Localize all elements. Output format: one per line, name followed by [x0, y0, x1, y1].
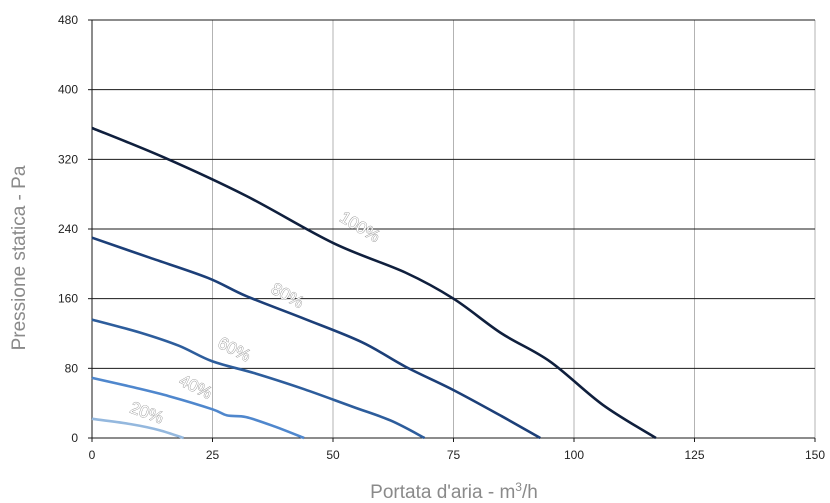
x-tick-label: 75	[447, 448, 461, 462]
x-tick-label: 125	[684, 448, 704, 462]
x-tick-label: 25	[206, 448, 220, 462]
series-line-60pct	[91, 318, 426, 440]
curve-label-100pct: 100%	[336, 208, 383, 247]
y-tick-label: 240	[58, 222, 78, 236]
y-tick-label: 80	[65, 361, 79, 375]
y-tick-label: 320	[58, 152, 78, 166]
x-tick-label: 150	[805, 448, 825, 462]
x-axis-title-suffix: /h	[522, 482, 538, 503]
curve-label-20pct: 20%	[128, 398, 166, 427]
x-tick-label: 50	[326, 448, 340, 462]
curve-label-60pct: 60%	[215, 333, 254, 365]
series-line-100pct	[91, 126, 657, 440]
series-line-20pct	[91, 417, 185, 440]
series-line-80pct	[91, 236, 541, 440]
series-line-40pct	[91, 376, 305, 440]
x-tick-label: 100	[564, 448, 584, 462]
tick-labels: 0 80 160 240 320 400 480 0 25 50 75 100 125 150	[58, 13, 825, 462]
curve-label-40pct: 40%	[176, 371, 215, 403]
x-tick-label: 0	[89, 448, 96, 462]
y-tick-label: 480	[58, 13, 78, 27]
x-axis-title-main: Portata d'aria - m	[370, 482, 515, 503]
y-tick-label: 0	[71, 431, 78, 445]
x-axis-title: Portata d'aria - m3/h	[370, 480, 538, 503]
x-axis-title-sup: 3	[515, 480, 522, 494]
y-axis-title: Pressione statica - Pa	[9, 165, 30, 350]
y-tick-label: 160	[58, 292, 78, 306]
series-group	[91, 126, 657, 440]
grid	[88, 19, 816, 442]
y-tick-label: 400	[58, 83, 78, 97]
